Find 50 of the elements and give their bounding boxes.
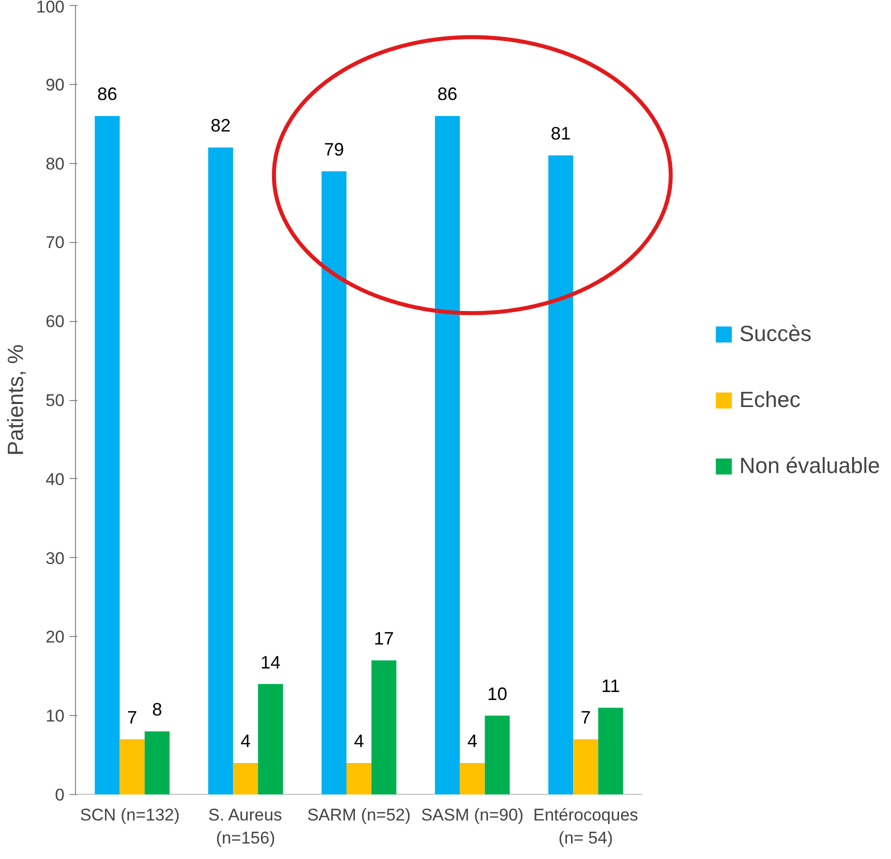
data-label: 17 bbox=[374, 628, 394, 649]
y-tick-label: 30 bbox=[46, 548, 65, 568]
y-tick-label: 10 bbox=[46, 706, 65, 726]
x-tick-label: Entérocoques (n= 54) bbox=[533, 806, 638, 848]
data-label: 4 bbox=[354, 731, 364, 752]
bar bbox=[484, 716, 510, 794]
data-label: 79 bbox=[324, 139, 344, 160]
y-tick-label: 0 bbox=[55, 786, 65, 804]
x-tick-label: S. Aureus (n=156) bbox=[208, 806, 282, 848]
bar bbox=[598, 708, 624, 794]
bar bbox=[258, 684, 283, 794]
y-tick-label: 20 bbox=[46, 628, 65, 647]
y-tick-label: 60 bbox=[46, 312, 65, 332]
x-tick-label: SCN (n=132) bbox=[80, 806, 180, 824]
data-label: 86 bbox=[437, 84, 458, 104]
data-label: 11 bbox=[601, 676, 620, 696]
bar bbox=[371, 660, 396, 794]
bar bbox=[548, 155, 574, 794]
legend-label: Succès bbox=[739, 320, 812, 346]
data-label: 86 bbox=[97, 84, 118, 104]
bar bbox=[144, 731, 170, 794]
y-tick-label: 90 bbox=[46, 75, 65, 94]
y-tick-label: 50 bbox=[46, 391, 65, 410]
data-label: 4 bbox=[467, 731, 478, 752]
data-label: 81 bbox=[550, 124, 571, 144]
legend-label: Echec bbox=[739, 386, 800, 412]
data-label: 82 bbox=[210, 116, 231, 136]
bar bbox=[434, 116, 460, 794]
data-label: 10 bbox=[487, 684, 508, 704]
bar bbox=[120, 739, 145, 794]
bar bbox=[94, 116, 120, 794]
x-tick-label: SARM (n=52) bbox=[307, 806, 411, 824]
bar bbox=[322, 171, 346, 794]
data-label: 14 bbox=[260, 652, 281, 672]
bar bbox=[573, 739, 598, 794]
legend-label: Non évaluable bbox=[739, 452, 880, 478]
y-tick-label: 70 bbox=[46, 233, 65, 252]
y-tick-label: 80 bbox=[46, 154, 65, 174]
bar bbox=[233, 762, 258, 794]
data-label: 7 bbox=[127, 707, 138, 728]
y-tick-label: 40 bbox=[46, 470, 65, 489]
bar bbox=[208, 148, 234, 794]
y-tick-label: 100 bbox=[36, 0, 65, 16]
data-label: 7 bbox=[580, 707, 591, 728]
y-axis-title: Patients, % bbox=[3, 344, 28, 456]
data-label: 8 bbox=[152, 700, 162, 720]
bar bbox=[346, 762, 372, 794]
bar bbox=[460, 762, 485, 794]
data-label: 4 bbox=[240, 731, 251, 752]
x-tick-label: SASM (n=90) bbox=[421, 806, 524, 824]
